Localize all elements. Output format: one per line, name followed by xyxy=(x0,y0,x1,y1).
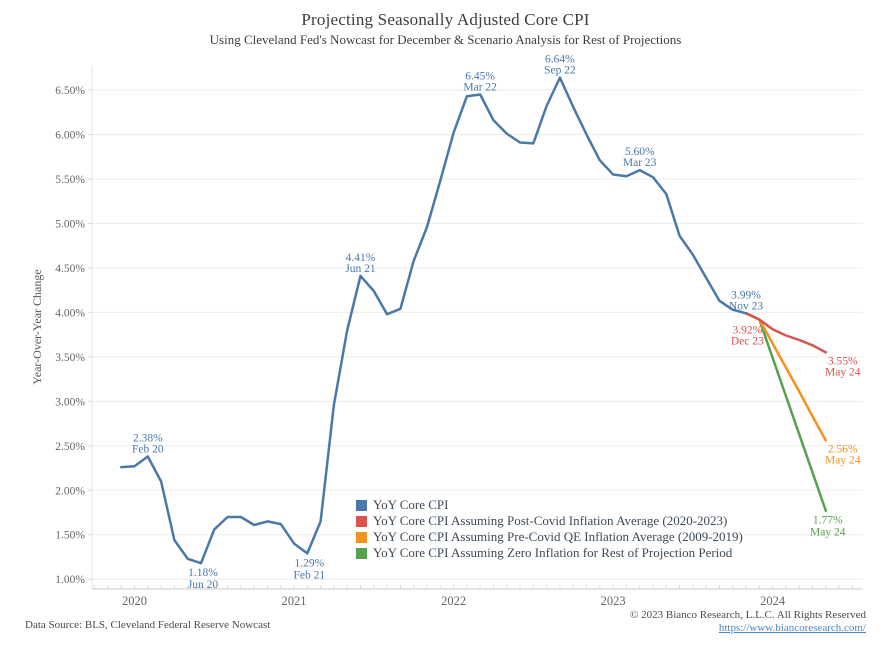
y-tick-label: 5.00% xyxy=(55,218,85,230)
annotation-date-feb-20: Feb 20 xyxy=(132,443,164,455)
annotation-value-may-24-post-covid: 3.55% xyxy=(828,355,858,367)
chart-title: Projecting Seasonally Adjusted Core CPI xyxy=(301,10,590,29)
series-line-post_covid xyxy=(744,312,828,354)
annotation-date-mar-22: Mar 22 xyxy=(463,81,497,93)
annotation-value-feb-20: 2.38% xyxy=(133,432,163,444)
copyright-text: © 2023 Bianco Research, L.L.C. All Right… xyxy=(630,609,866,621)
legend-item-pre_covid_qe: YoY Core CPI Assuming Pre-Covid QE Infla… xyxy=(356,529,743,545)
annotation-date-dec-23: Dec 23 xyxy=(731,335,764,347)
y-tick-label: 5.50% xyxy=(55,174,85,186)
series-line-cpi xyxy=(119,76,748,565)
legend-item-zero_inflation: YoY Core CPI Assuming Zero Inflation for… xyxy=(356,545,743,561)
legend-item-cpi: YoY Core CPI xyxy=(356,497,743,513)
y-tick-label: 2.00% xyxy=(55,485,85,497)
legend-label-pre_covid_qe: YoY Core CPI Assuming Pre-Covid QE Infla… xyxy=(373,529,743,544)
annotation-date-may-24-pre-covid: May 24 xyxy=(825,454,861,466)
y-tick-label: 2.50% xyxy=(55,441,85,453)
x-tick-label: 2024 xyxy=(760,594,786,608)
y-axis-title: Year-Over-Year Change xyxy=(30,269,44,384)
y-tick-label: 3.50% xyxy=(55,352,85,364)
annotation-date-jun-21: Jun 21 xyxy=(345,263,376,275)
legend: YoY Core CPI YoY Core CPI Assuming Post-C… xyxy=(356,497,743,561)
annotation-date-jun-20: Jun 20 xyxy=(188,579,219,591)
annotation-value-jun-20: 1.18% xyxy=(188,567,218,579)
legend-label-post_covid: YoY Core CPI Assuming Post-Covid Inflati… xyxy=(373,513,728,528)
annotation-value-mar-23: 5.60% xyxy=(625,146,655,158)
x-tick-label: 2022 xyxy=(441,594,466,608)
x-tick-label: 2023 xyxy=(601,594,626,608)
legend-label-zero_inflation: YoY Core CPI Assuming Zero Inflation for… xyxy=(373,545,733,560)
legend-swatch-cpi xyxy=(356,499,367,511)
y-tick-label: 6.00% xyxy=(55,129,85,141)
annotation-value-feb-21: 1.29% xyxy=(294,557,324,569)
annotation-value-dec-23: 3.92% xyxy=(732,324,762,336)
y-tick-label: 1.50% xyxy=(55,530,85,542)
copyright-block: © 2023 Bianco Research, L.L.C. All Right… xyxy=(630,609,866,635)
annotation-value-jun-21: 4.41% xyxy=(346,252,376,264)
chart-subtitle: Using Cleveland Fed's Nowcast for Decemb… xyxy=(209,32,682,47)
annotation-date-nov-23: Nov 23 xyxy=(729,300,763,312)
y-tick-label: 1.00% xyxy=(55,574,85,586)
legend-swatch-pre_covid_qe xyxy=(356,531,367,543)
annotation-date-may-24-post-covid: May 24 xyxy=(825,366,861,378)
annotation-date-feb-21: Feb 21 xyxy=(294,569,326,581)
data-source-note: Data Source: BLS, Cleveland Federal Rese… xyxy=(25,619,271,631)
x-tick-label: 2021 xyxy=(282,594,307,608)
legend-label-cpi: YoY Core CPI xyxy=(373,497,449,512)
legend-swatch-post_covid xyxy=(356,515,367,527)
y-tick-label: 4.00% xyxy=(55,307,85,319)
title-block: Projecting Seasonally Adjusted Core CPI … xyxy=(0,10,891,48)
annotation-value-nov-23: 3.99% xyxy=(731,289,761,301)
annotation-date-sep-22: Sep 22 xyxy=(544,65,576,77)
y-tick-label: 3.00% xyxy=(55,396,85,408)
website-link[interactable]: https://www.biancoresearch.com/ xyxy=(718,622,866,634)
annotation-value-may-24-pre-covid: 2.56% xyxy=(828,443,858,455)
annotation-date-may-24-zero: May 24 xyxy=(810,527,846,539)
annotation-value-sep-22: 6.64% xyxy=(545,54,575,66)
legend-item-post_covid: YoY Core CPI Assuming Post-Covid Inflati… xyxy=(356,513,743,529)
y-tick-label: 4.50% xyxy=(55,263,85,275)
annotation-value-mar-22: 6.45% xyxy=(465,70,495,82)
x-tick-label: 2020 xyxy=(122,594,147,608)
annotation-value-may-24-zero: 1.77% xyxy=(813,515,843,527)
y-tick-label: 6.50% xyxy=(55,85,85,97)
legend-swatch-zero_inflation xyxy=(356,547,367,559)
annotation-date-mar-23: Mar 23 xyxy=(623,157,657,169)
